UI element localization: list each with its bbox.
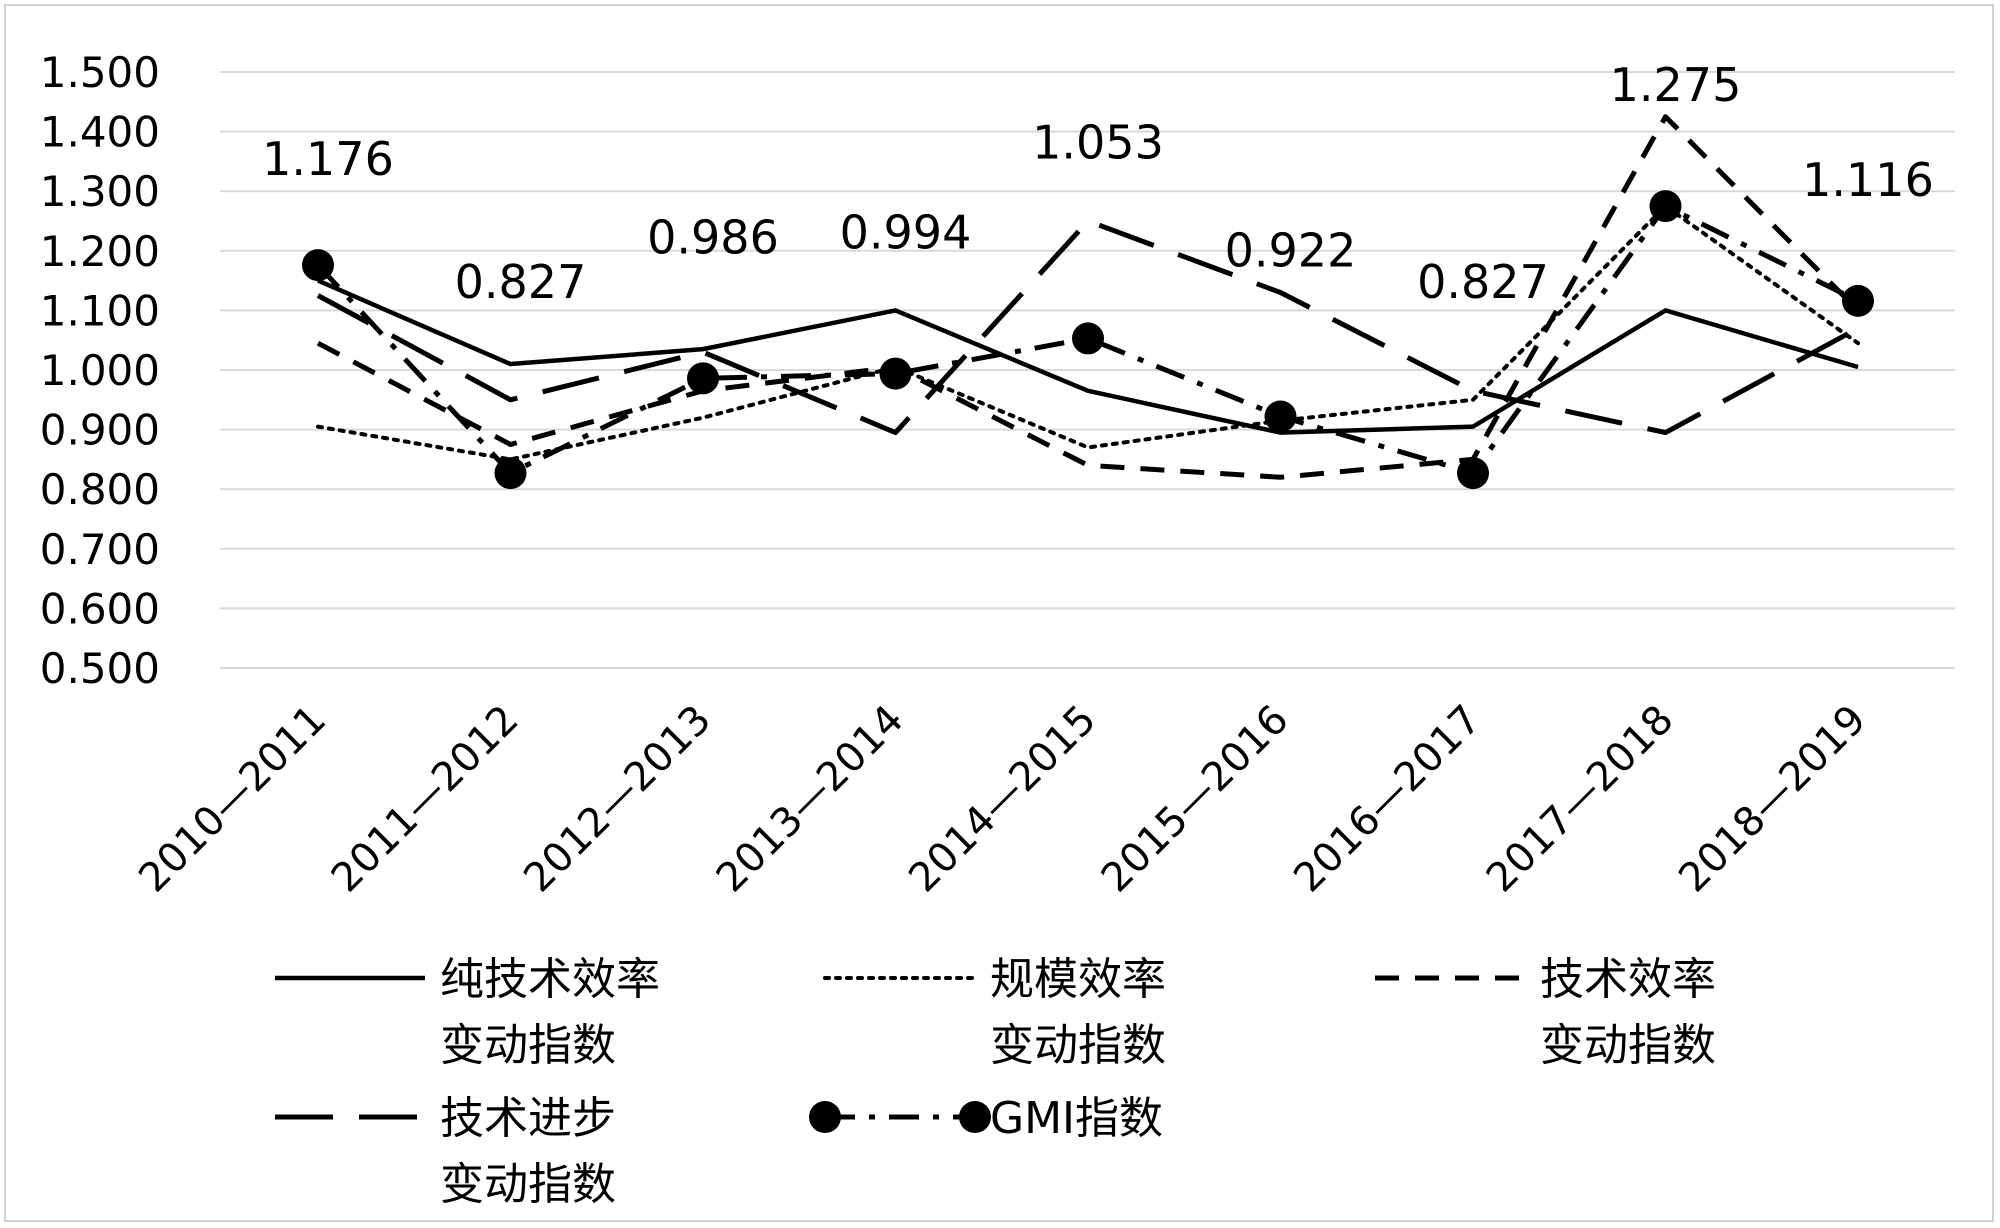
legend-label: 变动指数 xyxy=(440,1159,616,1210)
gmi-point xyxy=(1457,457,1489,490)
x-tick-label: 2011—2012 xyxy=(323,697,528,902)
y-tick-label: 1.300 xyxy=(40,167,160,216)
x-tick-label: 2014—2015 xyxy=(900,697,1105,902)
data-label: 0.827 xyxy=(455,255,587,309)
data-label: 1.116 xyxy=(1802,153,1934,207)
legend-label: 变动指数 xyxy=(1540,1020,1716,1071)
data-label: 1.053 xyxy=(1032,115,1164,169)
y-tick-label: 0.900 xyxy=(40,406,160,455)
y-tick-label: 1.400 xyxy=(40,108,160,157)
x-tick-label: 2013—2014 xyxy=(708,697,913,902)
x-tick-label: 2010—2011 xyxy=(130,697,335,902)
y-tick-label: 0.600 xyxy=(40,584,160,633)
gmi-point xyxy=(1264,400,1297,433)
y-tick-label: 1.000 xyxy=(40,346,160,395)
gmi-point xyxy=(1842,284,1874,317)
y-tick-label: 0.800 xyxy=(40,465,160,514)
gmi-point xyxy=(302,249,334,282)
x-tick-label: 2012—2013 xyxy=(515,697,720,902)
legend-label: GMI指数 xyxy=(990,1093,1163,1144)
x-tick-label: 2018—2019 xyxy=(1670,697,1875,902)
series-line xyxy=(316,218,1860,436)
legend-marker xyxy=(959,1101,991,1133)
gmi-point xyxy=(494,457,527,490)
data-label: 0.922 xyxy=(1225,223,1357,277)
gmi-point xyxy=(1649,190,1682,223)
gmi-point xyxy=(1072,322,1104,355)
y-tick-label: 0.700 xyxy=(40,525,160,574)
legend-label: 纯技术效率 xyxy=(440,954,660,1005)
legend-label: 技术进步 xyxy=(440,1093,616,1144)
data-label: 1.275 xyxy=(1610,58,1742,112)
data-label: 0.986 xyxy=(647,210,779,264)
x-tick-label: 2017—2018 xyxy=(1478,697,1683,902)
y-tick-label: 1.500 xyxy=(40,48,160,97)
legend-item: GMI指数 xyxy=(809,1093,1163,1144)
y-tick-label: 1.100 xyxy=(40,286,160,335)
gmi-point xyxy=(687,362,719,395)
data-label: 0.994 xyxy=(840,206,972,260)
x-axis-tick-labels: 2010—20112011—20122012—20132013—20142014… xyxy=(130,697,1875,902)
y-axis-tick-labels: 1.500 1.400 1.300 1.200 1.100 1.000 0.900 0.800… xyxy=(40,48,160,693)
data-label: 0.827 xyxy=(1417,255,1549,309)
legend-label: 技术效率 xyxy=(1540,954,1716,1005)
gmi-markers xyxy=(302,190,1874,490)
data-label: 1.176 xyxy=(262,132,394,186)
data-labels: 1.176 0.827 0.986 0.994 1.053 0.922 0.827 1.275… xyxy=(262,58,1934,309)
series-line xyxy=(316,204,1860,462)
y-tick-label: 1.200 xyxy=(40,227,160,276)
series-line xyxy=(317,278,1859,435)
gmi-point xyxy=(879,357,912,390)
legend-label: 变动指数 xyxy=(990,1020,1166,1071)
series-lines xyxy=(316,114,1860,480)
legend-label: 变动指数 xyxy=(440,1020,616,1071)
series-line xyxy=(316,114,1860,480)
x-tick-label: 2015—2016 xyxy=(1093,697,1298,902)
legend-label: 规模效率 xyxy=(990,954,1166,1005)
legend-marker xyxy=(809,1101,841,1133)
y-tick-label: 0.500 xyxy=(40,644,160,693)
x-tick-label: 2016—2017 xyxy=(1285,697,1490,902)
